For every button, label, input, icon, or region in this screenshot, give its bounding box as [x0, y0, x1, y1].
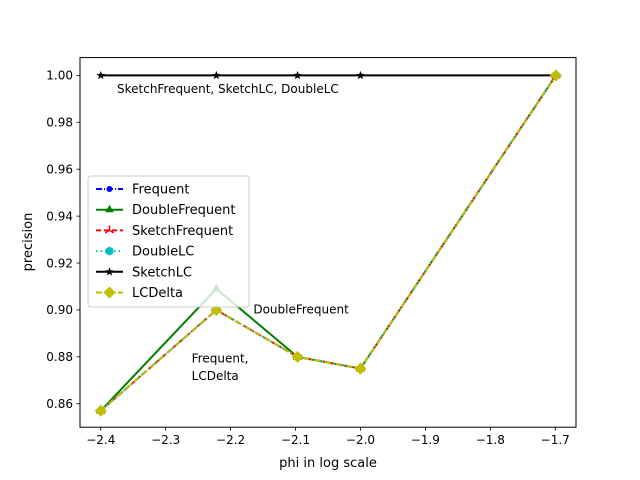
legend-item-doublefrequent: DoubleFrequent — [96, 203, 235, 218]
legend-marker — [103, 286, 116, 299]
data-point-sketchlc — [212, 70, 221, 80]
x-tick-label: −2.4 — [86, 433, 115, 447]
legend-label: Frequent — [132, 183, 189, 198]
legend: Frequent DoubleFrequent SketchFrequent Doub… — [87, 175, 250, 308]
legend-item-frequent: Frequent — [96, 183, 189, 198]
legend-marker — [106, 186, 113, 192]
data-point-lcdelta — [354, 362, 367, 375]
data-point-lcdelta — [94, 404, 107, 417]
x-axis-ticks: −2.4 −2.3 −2.2 −2.1 −2.0 −1.9 −1.8 −1.7 — [86, 427, 570, 447]
y-tick-label: 1.00 — [46, 69, 73, 83]
y-axis-label: precision — [21, 213, 36, 272]
annotation-text: SketchFrequent, SketchLC, DoubleLC — [117, 82, 339, 96]
y-tick-label: 0.94 — [46, 209, 73, 223]
legend-item-sketchfrequent: SketchFrequent — [96, 224, 233, 239]
data-point-sketchlc — [356, 70, 365, 80]
legend-item-doublelc: DoubleLC — [96, 245, 194, 260]
legend-marker — [105, 204, 114, 213]
y-tick-label: 0.86 — [46, 397, 73, 411]
legend-frame — [87, 175, 250, 308]
y-axis-ticks: 0.86 0.88 0.90 0.92 0.94 0.96 0.98 1.00 — [46, 69, 80, 411]
y-tick-label: 0.92 — [46, 256, 73, 270]
annotations: SketchFrequent, SketchLC, DoubleLC Double… — [117, 82, 349, 383]
data-point-lcdelta — [291, 350, 304, 363]
legend-label: DoubleLC — [132, 245, 194, 260]
legend-label: SketchFrequent — [132, 224, 233, 239]
x-tick-label: −1.8 — [476, 433, 505, 447]
series-line-doublelc — [100, 74, 557, 412]
legend-label: DoubleFrequent — [132, 203, 235, 218]
data-point-lcdelta — [549, 69, 562, 82]
data-point-sketchlc — [96, 70, 106, 80]
x-tick-label: −2.3 — [151, 433, 180, 447]
data-point-sketchlc — [293, 70, 302, 80]
x-tick-label: −1.7 — [541, 433, 570, 447]
x-axis-label: phi in log scale — [279, 456, 377, 471]
legend-item-sketchlc: SketchLC — [96, 265, 192, 280]
annotation-text: Frequent, — [192, 351, 249, 365]
plot-area — [94, 69, 562, 417]
legend-marker — [105, 246, 114, 256]
legend-marker — [104, 225, 115, 234]
annotation-text: LCDelta — [192, 369, 239, 383]
legend-label: LCDelta — [132, 286, 183, 301]
y-tick-label: 0.90 — [46, 303, 73, 317]
x-tick-label: −1.9 — [411, 433, 440, 447]
legend-marker — [105, 267, 114, 276]
x-tick-label: −2.0 — [346, 433, 375, 447]
annotation-text: DoubleFrequent — [253, 302, 349, 316]
series-sketchlc — [96, 70, 561, 80]
y-tick-label: 0.98 — [46, 116, 73, 130]
y-tick-label: 0.88 — [46, 350, 73, 364]
y-tick-label: 0.96 — [46, 163, 73, 177]
legend-label: SketchLC — [132, 265, 192, 280]
x-tick-label: −2.1 — [281, 433, 310, 447]
x-tick-label: −2.2 — [216, 433, 245, 447]
axes-frame — [79, 57, 577, 428]
legend-item-lcdelta: LCDelta — [96, 286, 183, 301]
